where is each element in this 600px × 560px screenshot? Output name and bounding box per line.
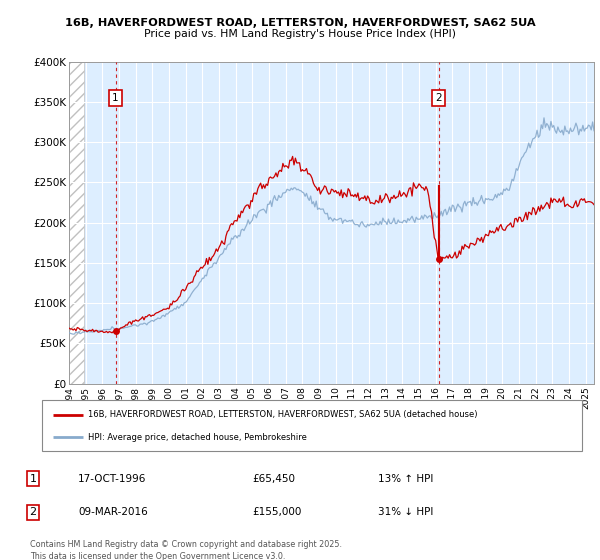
Text: Contains HM Land Registry data © Crown copyright and database right 2025.
This d: Contains HM Land Registry data © Crown c… bbox=[30, 540, 342, 560]
Text: 2: 2 bbox=[436, 93, 442, 103]
Text: 13% ↑ HPI: 13% ↑ HPI bbox=[378, 474, 433, 484]
Text: HPI: Average price, detached house, Pembrokeshire: HPI: Average price, detached house, Pemb… bbox=[88, 433, 307, 442]
Text: 1: 1 bbox=[29, 474, 37, 484]
Text: 09-MAR-2016: 09-MAR-2016 bbox=[78, 507, 148, 517]
Text: £155,000: £155,000 bbox=[252, 507, 301, 517]
FancyBboxPatch shape bbox=[42, 400, 582, 451]
Text: 31% ↓ HPI: 31% ↓ HPI bbox=[378, 507, 433, 517]
Text: 1: 1 bbox=[112, 93, 119, 103]
Text: 16B, HAVERFORDWEST ROAD, LETTERSTON, HAVERFORDWEST, SA62 5UA (detached house): 16B, HAVERFORDWEST ROAD, LETTERSTON, HAV… bbox=[88, 410, 478, 419]
Text: 2: 2 bbox=[29, 507, 37, 517]
Text: 16B, HAVERFORDWEST ROAD, LETTERSTON, HAVERFORDWEST, SA62 5UA: 16B, HAVERFORDWEST ROAD, LETTERSTON, HAV… bbox=[65, 18, 535, 28]
Text: £65,450: £65,450 bbox=[252, 474, 295, 484]
Text: 17-OCT-1996: 17-OCT-1996 bbox=[78, 474, 146, 484]
Text: Price paid vs. HM Land Registry's House Price Index (HPI): Price paid vs. HM Land Registry's House … bbox=[144, 29, 456, 39]
